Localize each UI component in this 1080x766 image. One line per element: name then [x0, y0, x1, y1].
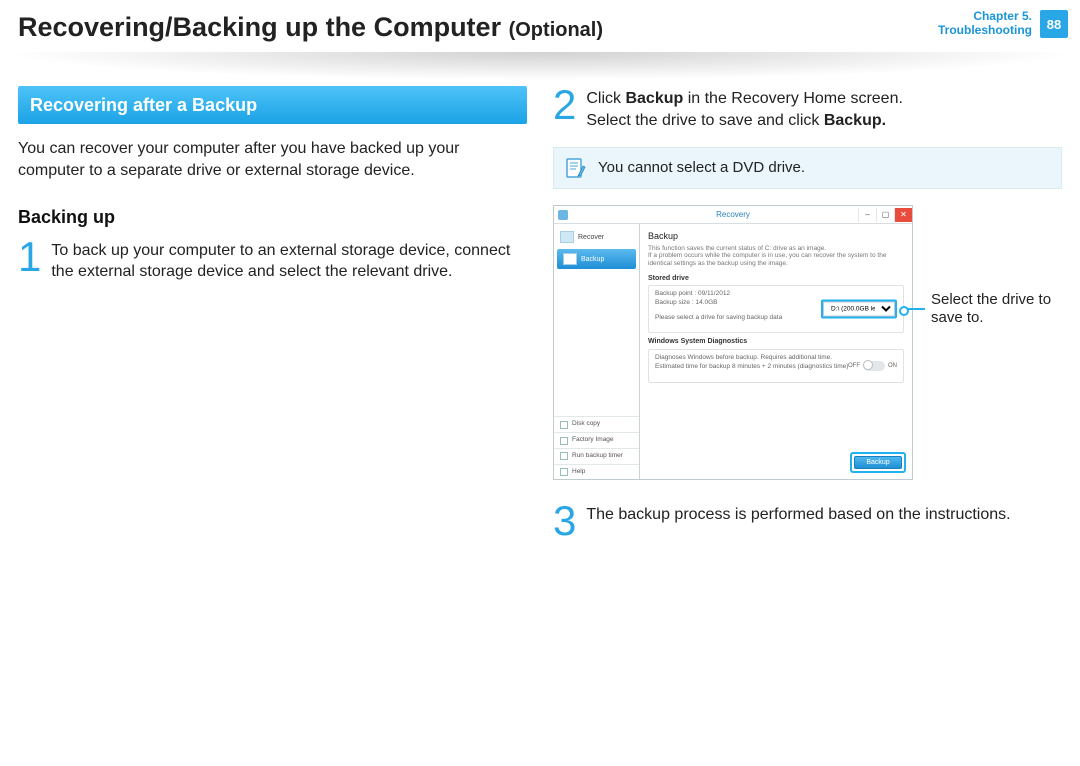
app-body: Recover Backup Disk copy Factory Image R…	[554, 224, 912, 479]
diskcopy-icon	[560, 421, 568, 429]
sidebar-runtimer[interactable]: Run backup timer	[554, 448, 639, 464]
diag-label: Windows System Diagnostics	[648, 337, 904, 346]
sidebar-factory[interactable]: Factory Image	[554, 432, 639, 448]
sidebar-help[interactable]: Help	[554, 464, 639, 480]
step-1-number: 1	[18, 240, 41, 274]
header-right: Chapter 5. Troubleshooting 88	[938, 10, 1068, 38]
step-1: 1 To back up your computer to an externa…	[18, 238, 527, 283]
step-2-a: Click	[586, 90, 625, 107]
step-3-text: The backup process is performed based on…	[553, 504, 1062, 526]
sidebar: Recover Backup Disk copy Factory Image R…	[554, 224, 640, 479]
help-icon	[560, 468, 568, 476]
factory-label: Factory Image	[572, 436, 614, 445]
backup-button[interactable]: Backup	[854, 456, 902, 469]
recovery-app-frame: Recovery – ▢ ✕ Recover	[553, 205, 1062, 480]
toggle-track	[863, 361, 885, 371]
maximize-button[interactable]: ▢	[876, 208, 894, 222]
stored-drive-panel: Backup point : 09/11/2012 Backup size : …	[648, 285, 904, 333]
page-header: Recovering/Backing up the Computer (Opti…	[0, 0, 1080, 52]
pane-title: Backup	[648, 230, 904, 242]
backup-icon	[563, 253, 577, 265]
subheading-backing-up: Backing up	[18, 205, 527, 229]
pane-desc2: If a problem occurs while the computer i…	[648, 252, 886, 267]
diag-panel: Diagnoses Windows before backup. Require…	[648, 349, 904, 383]
drive-select-highlight: D:\ (200.0GB left)	[821, 300, 897, 319]
close-button[interactable]: ✕	[894, 208, 912, 222]
backup-button-highlight: Backup	[850, 452, 906, 473]
window-titlebar: Recovery – ▢ ✕	[554, 206, 912, 224]
minimize-button[interactable]: –	[858, 208, 876, 222]
stored-drive-label: Stored drive	[648, 274, 904, 283]
step-1-text: To back up your computer to an external …	[18, 240, 527, 283]
window-buttons: – ▢ ✕	[858, 208, 912, 222]
runtimer-label: Run backup timer	[572, 452, 623, 461]
step-2-b: Backup	[625, 90, 683, 107]
step-2-number: 2	[553, 88, 576, 122]
factory-icon	[560, 437, 568, 445]
chapter-label: Chapter 5. Troubleshooting	[938, 10, 1032, 38]
right-column: 2 Click Backup in the Recovery Home scre…	[553, 86, 1062, 554]
page-number-badge: 88	[1040, 10, 1068, 38]
step-2-line2a: Select the drive to save and click	[586, 112, 823, 129]
timer-icon	[560, 452, 568, 460]
pane-desc1: This function saves the current status o…	[648, 245, 826, 252]
callout-text: Select the drive to save to.	[931, 291, 1061, 327]
sidebar-item-backup[interactable]: Backup	[557, 249, 636, 269]
chapter-line2: Troubleshooting	[938, 24, 1032, 38]
step-2-line2b: Backup.	[824, 112, 886, 129]
sidebar-diskcopy[interactable]: Disk copy	[554, 416, 639, 432]
pane-desc: This function saves the current status o…	[648, 245, 904, 268]
toggle-on-label: ON	[888, 362, 897, 370]
window-title: Recovery	[716, 210, 750, 221]
title-main: Recovering/Backing up the Computer	[18, 12, 501, 42]
app-icon	[558, 210, 568, 220]
sidebar-label-backup: Backup	[581, 255, 604, 264]
chapter-line1: Chapter 5.	[938, 10, 1032, 24]
step-2-text: Click Backup in the Recovery Home screen…	[553, 88, 1062, 131]
recovery-window: Recovery – ▢ ✕ Recover	[553, 205, 913, 480]
note-box: You cannot select a DVD drive.	[553, 147, 1062, 189]
step-2: 2 Click Backup in the Recovery Home scre…	[553, 86, 1062, 131]
recover-icon	[560, 231, 574, 243]
sidebar-item-recover[interactable]: Recover	[554, 227, 639, 247]
header-shadow	[0, 52, 1080, 80]
section-heading: Recovering after a Backup	[18, 86, 527, 124]
step-3-number: 3	[553, 504, 576, 538]
content-columns: Recovering after a Backup You can recove…	[0, 80, 1080, 554]
left-column: Recovering after a Backup You can recove…	[18, 86, 527, 554]
main-pane: Backup This function saves the current s…	[640, 224, 912, 479]
sidebar-spacer	[554, 271, 639, 416]
toggle-off-label: OFF	[848, 362, 860, 370]
callout-line	[903, 308, 925, 310]
note-icon	[564, 156, 588, 180]
diag-toggle[interactable]: OFF ON	[848, 361, 897, 371]
help-label: Help	[572, 468, 585, 477]
diskcopy-label: Disk copy	[572, 420, 600, 429]
step-3: 3 The backup process is performed based …	[553, 502, 1062, 538]
step-2-c: in the Recovery Home screen.	[683, 90, 903, 107]
intro-text: You can recover your computer after you …	[18, 138, 527, 181]
note-text: You cannot select a DVD drive.	[598, 159, 805, 176]
backup-point: Backup point : 09/11/2012	[655, 290, 897, 299]
drive-select[interactable]: D:\ (200.0GB left)	[823, 302, 895, 317]
title-optional: (Optional)	[509, 19, 603, 41]
toggle-knob	[863, 360, 873, 370]
drive-callout: Select the drive to save to.	[909, 291, 1061, 327]
page-title: Recovering/Backing up the Computer (Opti…	[18, 12, 603, 42]
sidebar-label-recover: Recover	[578, 233, 604, 242]
